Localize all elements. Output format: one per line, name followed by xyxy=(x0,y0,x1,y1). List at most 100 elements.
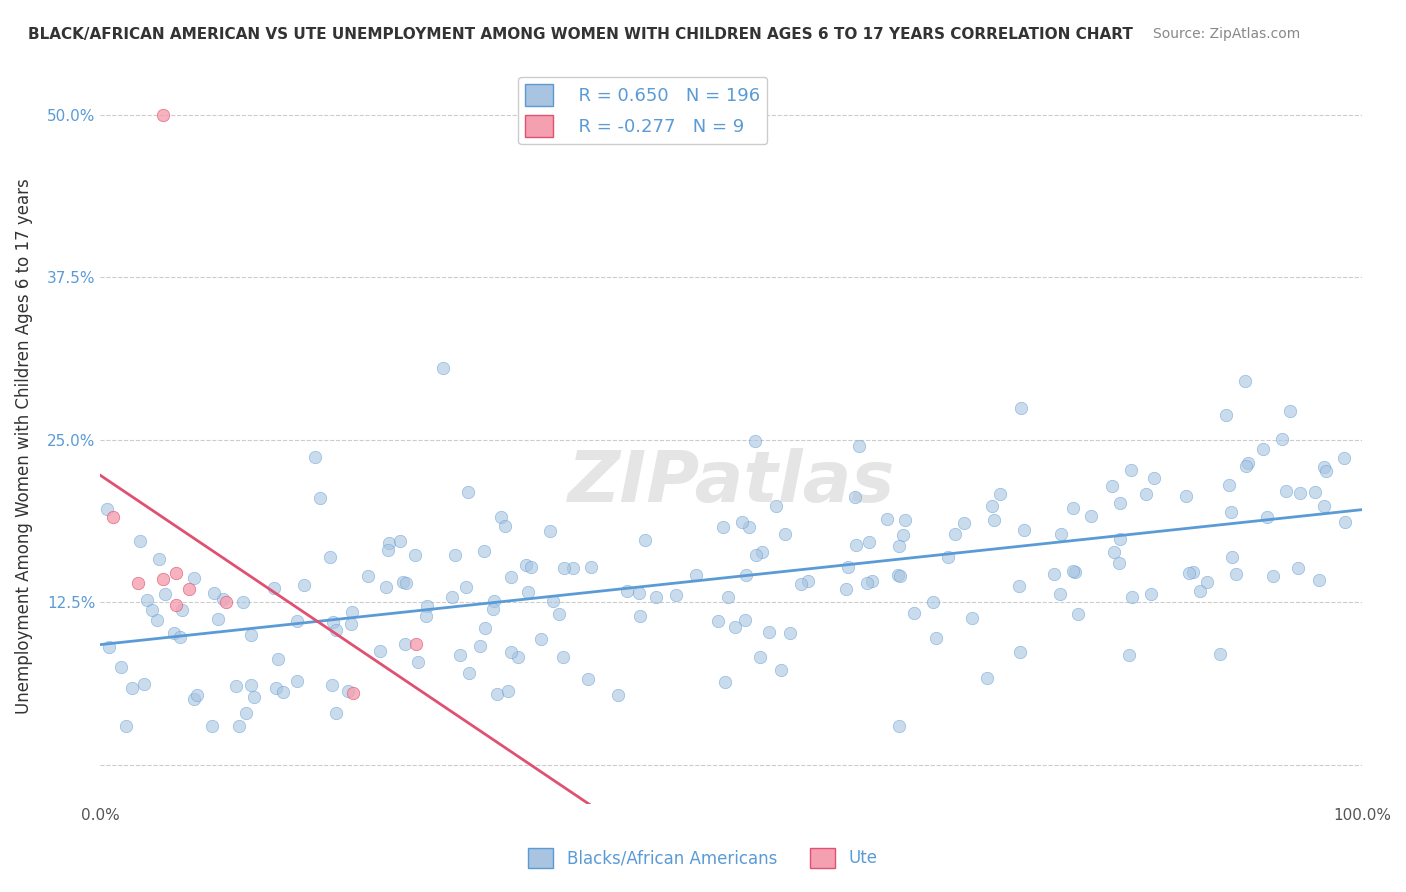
Point xyxy=(389,533,412,548)
Point xyxy=(845,538,868,552)
Point xyxy=(499,645,522,659)
Point xyxy=(1101,479,1123,493)
Point xyxy=(263,581,285,595)
Point xyxy=(485,687,508,701)
Point xyxy=(607,689,630,703)
Point xyxy=(1080,509,1102,524)
Point xyxy=(416,599,439,614)
Point xyxy=(162,625,184,640)
Point xyxy=(628,608,651,623)
Point xyxy=(943,527,966,541)
Point xyxy=(548,607,571,621)
Point xyxy=(496,683,519,698)
Point xyxy=(541,593,564,607)
Point xyxy=(1121,590,1143,604)
Point xyxy=(551,649,574,664)
Point xyxy=(506,649,529,664)
Point xyxy=(153,587,176,601)
Point xyxy=(769,663,792,677)
Point xyxy=(494,519,516,533)
Point xyxy=(1143,470,1166,484)
Point xyxy=(1225,566,1247,581)
Point xyxy=(169,630,191,644)
Point xyxy=(1234,459,1257,474)
Point xyxy=(1234,375,1257,389)
Point xyxy=(336,684,359,698)
Point xyxy=(835,582,858,596)
Point xyxy=(1135,487,1157,501)
Point xyxy=(152,108,174,122)
Point xyxy=(321,678,343,692)
Point xyxy=(1188,584,1211,599)
Point xyxy=(457,665,479,680)
Point xyxy=(887,539,910,553)
Legend: Blacks/African Americans, Ute: Blacks/African Americans, Ute xyxy=(522,841,884,875)
Point xyxy=(96,502,118,516)
Point xyxy=(1303,485,1326,500)
Point xyxy=(121,681,143,695)
Point xyxy=(415,608,437,623)
Point xyxy=(228,719,250,733)
Point xyxy=(207,612,229,626)
Point xyxy=(405,637,427,651)
Point xyxy=(790,576,813,591)
Point xyxy=(215,595,238,609)
Point xyxy=(1010,645,1032,659)
Point xyxy=(201,719,224,733)
Point xyxy=(860,574,883,589)
Point xyxy=(1109,496,1132,510)
Point xyxy=(177,582,200,596)
Point xyxy=(1042,567,1064,582)
Point xyxy=(225,679,247,693)
Point xyxy=(129,534,152,549)
Point xyxy=(848,439,870,453)
Point xyxy=(576,673,599,687)
Point xyxy=(1010,401,1032,415)
Point xyxy=(1288,486,1310,500)
Point xyxy=(186,688,208,702)
Point xyxy=(454,580,477,594)
Point xyxy=(432,361,454,376)
Point xyxy=(960,611,983,625)
Point xyxy=(1139,587,1161,601)
Point xyxy=(1312,499,1334,513)
Point xyxy=(1104,545,1126,559)
Point xyxy=(891,528,914,542)
Point xyxy=(925,632,948,646)
Point xyxy=(889,719,911,733)
Point xyxy=(773,526,796,541)
Point xyxy=(285,673,308,688)
Point xyxy=(292,578,315,592)
Point xyxy=(449,648,471,662)
Point xyxy=(936,550,959,565)
Point xyxy=(1333,451,1355,466)
Point xyxy=(468,639,491,653)
Point xyxy=(858,535,880,549)
Point xyxy=(1256,510,1278,524)
Point xyxy=(394,637,416,651)
Point xyxy=(472,543,495,558)
Point xyxy=(325,624,347,638)
Point xyxy=(1236,456,1258,470)
Point xyxy=(735,567,758,582)
Point xyxy=(1313,459,1336,474)
Point xyxy=(1197,575,1219,590)
Point xyxy=(304,450,326,465)
Point xyxy=(141,603,163,617)
Point xyxy=(579,559,602,574)
Point xyxy=(717,590,740,604)
Point xyxy=(837,560,859,574)
Point xyxy=(406,655,429,669)
Point xyxy=(1286,561,1309,575)
Point xyxy=(391,575,413,590)
Point xyxy=(711,520,734,534)
Point xyxy=(377,542,399,557)
Legend:   R = 0.650   N = 196,   R = -0.277   N = 9: R = 0.650 N = 196, R = -0.277 N = 9 xyxy=(519,77,768,145)
Point xyxy=(135,592,157,607)
Point xyxy=(318,550,340,565)
Y-axis label: Unemployment Among Women with Children Ages 6 to 17 years: Unemployment Among Women with Children A… xyxy=(15,178,32,714)
Point xyxy=(1219,506,1241,520)
Point xyxy=(903,607,925,621)
Point xyxy=(342,686,364,700)
Point xyxy=(375,580,398,594)
